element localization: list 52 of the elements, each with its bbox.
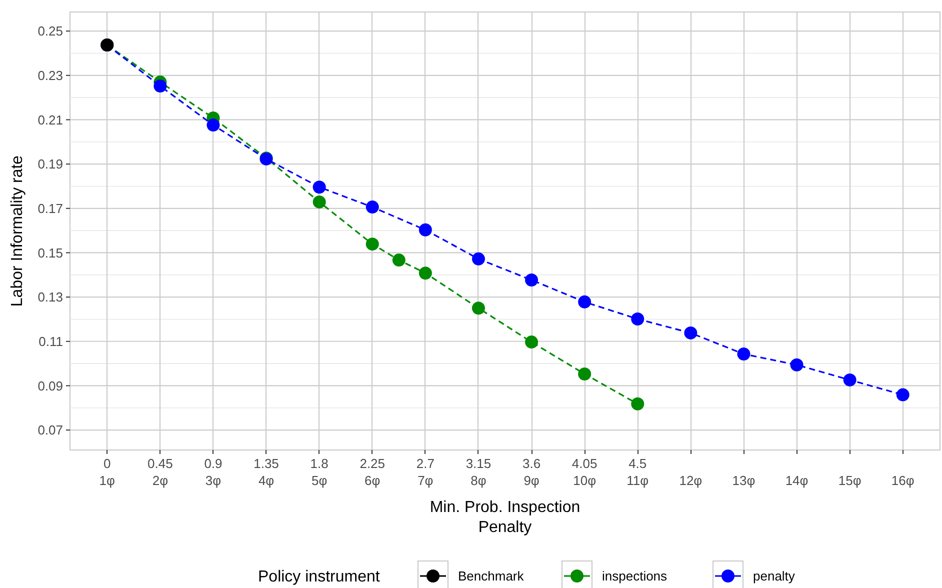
y-tick-label: 0.19 — [38, 156, 63, 172]
x-tick-label: 2.7 — [416, 456, 434, 471]
x2-tick-label: 11φ — [626, 473, 649, 488]
x-tick-label: 3.15 — [466, 456, 492, 471]
x2-tick-label: 1φ — [99, 473, 115, 488]
y-tick-label: 0.17 — [38, 200, 63, 216]
x2-tick-label: 13φ — [732, 473, 756, 488]
y-tick-label: 0.07 — [38, 422, 63, 438]
legend-label: inspections — [602, 568, 668, 584]
x2-tick-label: 8φ — [470, 473, 486, 488]
point — [472, 302, 485, 315]
x2-tick-label: 4φ — [258, 473, 274, 488]
x-tick-label: 0 — [104, 456, 111, 471]
x2-tick-label: 6φ — [364, 473, 380, 488]
x2-axis-title: Penalty — [478, 519, 532, 536]
y-tick-label: 0.25 — [38, 24, 63, 39]
x-tick-label: 1.35 — [254, 456, 279, 471]
point — [392, 254, 406, 267]
point — [366, 238, 379, 251]
x2-tick-label: 15φ — [838, 473, 862, 488]
point — [312, 195, 326, 208]
x2-tick-label: 9φ — [524, 473, 540, 488]
x-tick-label: 2.25 — [360, 456, 386, 471]
x-tick-label: 4.05 — [572, 456, 598, 471]
y-tick-label: 0.21 — [38, 112, 63, 128]
x-tick-label: 0.45 — [148, 456, 173, 471]
x-tick-label: 1.8 — [310, 456, 328, 471]
x2-tick-label: 7φ — [418, 473, 434, 488]
point — [525, 336, 538, 349]
y-tick-label: 0.15 — [38, 245, 63, 260]
y-tick-label: 0.11 — [38, 334, 63, 349]
x2-tick-label: 12φ — [679, 473, 702, 488]
x-tick-label: 0.9 — [204, 456, 222, 471]
point — [578, 367, 592, 380]
x2-tick-label: 16φ — [891, 473, 914, 488]
x-tick-label: 4.5 — [628, 456, 647, 471]
x2-tick-label: 2φ — [152, 473, 168, 488]
x2-tick-label: 3φ — [205, 473, 222, 488]
point — [418, 266, 432, 280]
y-tick-label: 0.23 — [38, 68, 63, 83]
y-axis-title: Labor Informality rate — [9, 155, 26, 307]
legend-title: Policy instrument — [258, 568, 380, 586]
y-tick-label: 0.13 — [38, 290, 63, 305]
y-tick-label: 0.09 — [38, 378, 63, 394]
legend-label: Benchmark — [458, 568, 524, 584]
x2-tick-label: 10φ — [573, 473, 596, 488]
x-tick-label: 3.6 — [522, 456, 541, 471]
x2-tick-label: 14φ — [785, 473, 808, 488]
x-axis-title: Min. Prob. Inspection — [430, 499, 580, 516]
point — [631, 397, 644, 410]
x2-tick-label: 5φ — [311, 473, 328, 488]
legend-label: penalty — [753, 568, 796, 584]
